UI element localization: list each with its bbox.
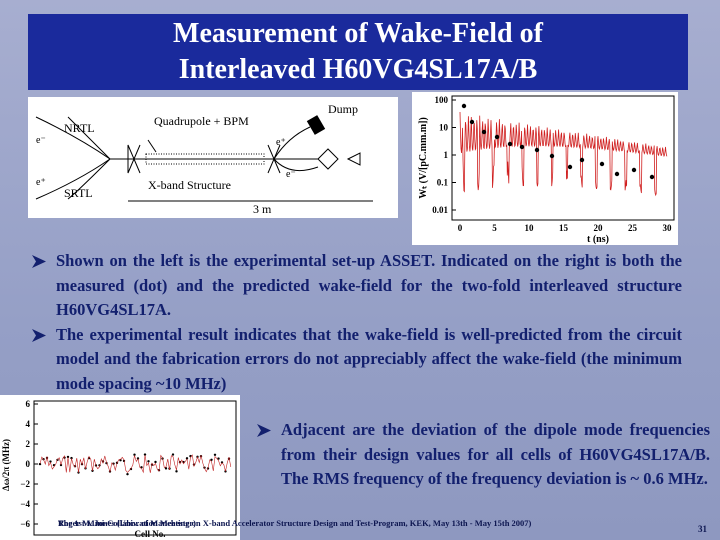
x-tick-label: 25 — [628, 223, 638, 233]
deviation-dot — [133, 453, 136, 456]
y-tick-label: 2 — [26, 439, 31, 449]
x-axis-label: t (ns) — [587, 234, 609, 245]
y-tick-label: 4 — [26, 419, 31, 429]
title-bar: Measurement of Wake-Field of Interleaved… — [28, 14, 688, 90]
measured-dot — [599, 161, 605, 167]
deviation-curve — [39, 454, 232, 474]
measured-dot — [469, 119, 475, 125]
measured-dot — [534, 147, 540, 153]
measured-dot — [519, 144, 525, 150]
page-number: 31 — [698, 524, 707, 534]
x-tick-label: 10 — [525, 223, 535, 233]
measured-dot — [481, 129, 487, 135]
y-axis-label: Δω/2π (MHz) — [1, 439, 11, 491]
diagram-label: X-band Structure — [148, 178, 231, 192]
bullet: The experimental result indicates that t… — [30, 323, 682, 397]
deviation-dot — [185, 457, 189, 460]
setup-figure: NRTL SRTL Quadrupole + BPM Dump X-band S… — [28, 97, 398, 218]
diagram-label: SRTL — [64, 186, 93, 200]
y-tick-label: 6 — [26, 399, 31, 409]
wake-figure: Wₜ (V/[pC.mm.m]) t (ns) 100 10 1 0.1 0.01 0 5 1… — [412, 92, 678, 245]
deviation-dot — [154, 460, 157, 464]
y-tick-label: 0.1 — [437, 178, 449, 188]
measured-dot — [649, 174, 655, 180]
y-tick-label: 0.01 — [432, 205, 448, 215]
measured-dot — [507, 141, 513, 147]
deviation-dot — [38, 462, 42, 466]
bullet-text: Adjacent are the deviation of the dipole… — [281, 420, 710, 488]
deviation-dot — [220, 461, 224, 464]
diagram-label: NRTL — [64, 121, 95, 135]
deviation-dot — [66, 455, 70, 459]
measured-dot — [461, 103, 467, 109]
wake-curve — [459, 111, 668, 197]
bullet: Shown on the left is the experimental se… — [30, 249, 682, 323]
plot-frame — [33, 400, 237, 536]
y-tick-label: −4 — [20, 499, 30, 509]
bullet-text: The experimental result indicates that t… — [56, 324, 682, 393]
x-tick-label: 0 — [458, 223, 463, 233]
diagram-label: e⁻ — [36, 135, 46, 146]
deviation-dot — [126, 472, 129, 476]
deviation-dot — [224, 470, 227, 473]
side-bullet: Adjacent are the deviation of the dipole… — [255, 418, 710, 492]
y-tick-label: 100 — [435, 95, 449, 105]
x-tick-label: 20 — [594, 223, 604, 233]
freq-figure: Δω/2π (MHz) Cell No. 6 4 2 0 −2 −4 −6 — [0, 395, 240, 540]
measured-dot — [614, 171, 620, 177]
deviation-dot — [175, 470, 178, 473]
deviation-dot — [49, 460, 52, 463]
footer-author: Roger M. Jones (Univ. of Manchester) — [58, 518, 196, 528]
x-tick-label: 30 — [663, 223, 673, 233]
bullet: Adjacent are the deviation of the dipole… — [255, 418, 710, 492]
diagram-label: e⁺ — [276, 137, 286, 148]
deviation-dot — [217, 457, 220, 460]
title-line: Interleaved H60VG4SL17A/B — [178, 54, 538, 85]
plot-frame — [451, 95, 675, 221]
x-tick-label: 5 — [492, 223, 497, 233]
measured-dot — [631, 167, 637, 173]
deviation-dot — [147, 460, 150, 463]
bullet-list: Shown on the left is the experimental se… — [30, 249, 682, 396]
bullet-arrow — [257, 424, 271, 437]
y-tick-label: −6 — [20, 519, 30, 529]
diagram-label: e⁺ — [36, 177, 46, 188]
deviation-dot — [143, 453, 147, 456]
y-tick-label: 0 — [26, 459, 31, 469]
footer-meeting: The 1st Mini-Collaboration Meeting on X-… — [58, 518, 532, 528]
deviation-dot — [210, 458, 213, 461]
diagram-label: Dump — [328, 102, 358, 116]
measured-dot — [549, 153, 555, 159]
diagram-label: Quadrupole + BPM — [154, 114, 249, 128]
deviation-dot — [213, 453, 217, 456]
bullet-arrow — [32, 328, 46, 342]
y-axis-label: Wₜ (V/[pC.mm.m]) — [418, 117, 429, 199]
measured-dot — [494, 134, 500, 140]
y-tick-label: −2 — [20, 479, 30, 489]
deviation-dot — [164, 467, 168, 470]
deviation-dot — [70, 456, 73, 460]
y-tick-label: 1 — [444, 150, 449, 160]
diagram-label: 3 m — [253, 202, 272, 216]
measured-dot — [579, 157, 585, 163]
y-tick-label: 10 — [439, 123, 449, 133]
bullet-arrow — [32, 255, 46, 268]
deviation-dot — [171, 453, 175, 456]
x-tick-label: 15 — [559, 223, 569, 233]
x-axis-label: Cell No. — [135, 529, 166, 539]
diagram-label: e⁻ — [286, 169, 296, 180]
bullet-text: Shown on the left is the experimental se… — [56, 251, 682, 319]
title-line: Measurement of Wake-Field of — [173, 18, 543, 49]
measured-dot — [567, 164, 573, 170]
